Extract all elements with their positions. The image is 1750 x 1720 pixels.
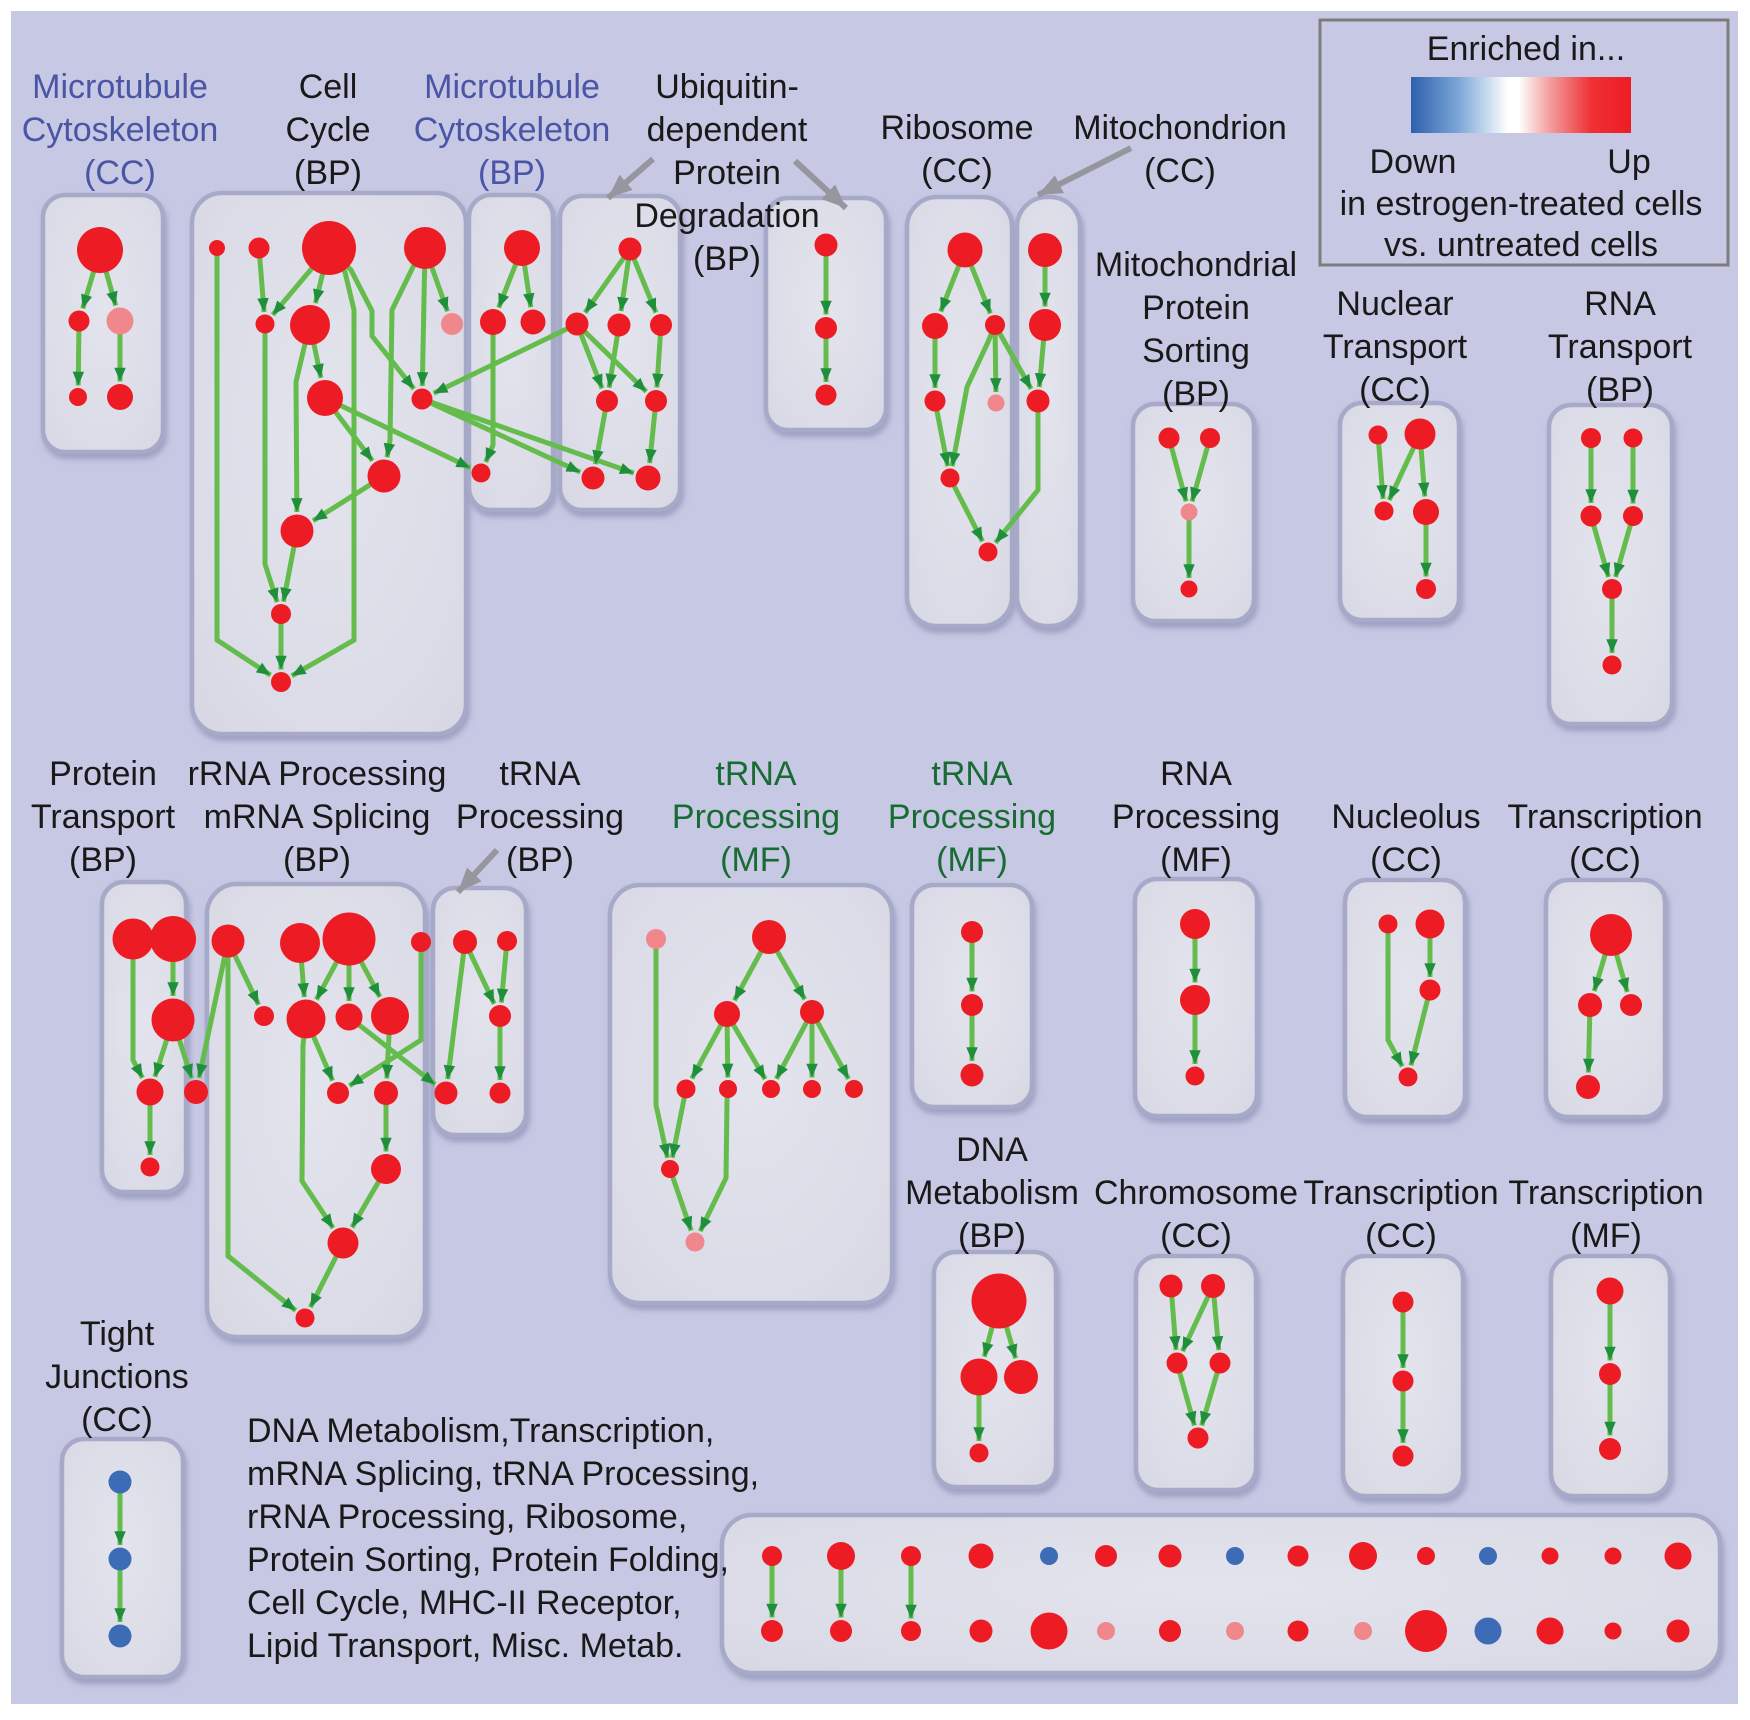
svg-text:Tight: Tight — [80, 1315, 155, 1353]
svg-text:(CC): (CC) — [1365, 1217, 1437, 1255]
svg-text:Processing: Processing — [456, 798, 624, 836]
svg-text:RNA: RNA — [1584, 285, 1656, 323]
svg-text:Metabolism: Metabolism — [905, 1174, 1079, 1212]
svg-text:(CC): (CC) — [84, 154, 156, 192]
svg-text:(CC): (CC) — [81, 1401, 153, 1439]
svg-text:Up: Up — [1607, 143, 1650, 181]
svg-text:(BP): (BP) — [283, 841, 351, 879]
svg-text:Chromosome: Chromosome — [1094, 1174, 1298, 1212]
svg-text:vs. untreated cells: vs. untreated cells — [1384, 226, 1658, 264]
svg-text:Transport: Transport — [31, 798, 176, 836]
svg-text:Processing: Processing — [888, 798, 1056, 836]
svg-text:Down: Down — [1370, 143, 1457, 181]
svg-text:rRNA Processing, Ribosome,: rRNA Processing, Ribosome, — [247, 1498, 687, 1536]
svg-text:Protein: Protein — [673, 154, 781, 192]
svg-text:(BP): (BP) — [294, 154, 362, 192]
svg-text:Protein: Protein — [49, 755, 157, 793]
svg-text:Lipid Transport, Misc. Metab.: Lipid Transport, Misc. Metab. — [247, 1627, 684, 1665]
svg-text:Protein: Protein — [1142, 289, 1250, 327]
svg-text:(BP): (BP) — [1586, 371, 1654, 409]
svg-text:(CC): (CC) — [1160, 1217, 1232, 1255]
svg-text:Cell: Cell — [299, 68, 358, 106]
svg-text:Sorting: Sorting — [1142, 332, 1250, 370]
svg-text:Cycle: Cycle — [285, 111, 370, 149]
svg-text:DNA: DNA — [956, 1131, 1028, 1169]
svg-text:Transcription: Transcription — [1303, 1174, 1498, 1212]
svg-text:Nucleolus: Nucleolus — [1331, 798, 1480, 836]
svg-text:(MF): (MF) — [936, 841, 1008, 879]
svg-text:Cytoskeleton: Cytoskeleton — [414, 111, 611, 149]
svg-text:Processing: Processing — [672, 798, 840, 836]
svg-text:(CC): (CC) — [1359, 371, 1431, 409]
svg-text:Ribosome: Ribosome — [880, 109, 1033, 147]
svg-text:Processing: Processing — [1112, 798, 1280, 836]
svg-text:(CC): (CC) — [1370, 841, 1442, 879]
svg-text:Protein Sorting, Protein Foldi: Protein Sorting, Protein Folding, — [247, 1541, 729, 1579]
svg-text:(BP): (BP) — [69, 841, 137, 879]
svg-text:Mitochondrion: Mitochondrion — [1073, 109, 1287, 147]
svg-text:(MF): (MF) — [1160, 841, 1232, 879]
svg-text:(CC): (CC) — [1144, 152, 1216, 190]
svg-text:RNA: RNA — [1160, 755, 1232, 793]
svg-text:Cytoskeleton: Cytoskeleton — [22, 111, 219, 149]
svg-text:Microtubule: Microtubule — [32, 68, 208, 106]
svg-text:(CC): (CC) — [921, 152, 993, 190]
svg-text:(MF): (MF) — [1570, 1217, 1642, 1255]
svg-text:(MF): (MF) — [720, 841, 792, 879]
svg-text:rRNA Processing: rRNA Processing — [188, 755, 447, 793]
svg-text:Transport: Transport — [1548, 328, 1693, 366]
svg-text:Enriched in...: Enriched in... — [1427, 30, 1625, 68]
svg-text:Microtubule: Microtubule — [424, 68, 600, 106]
svg-text:tRNA: tRNA — [931, 755, 1013, 793]
svg-text:(BP): (BP) — [506, 841, 574, 879]
svg-text:mRNA Splicing: mRNA Splicing — [204, 798, 431, 836]
svg-text:(BP): (BP) — [478, 154, 546, 192]
svg-text:dependent: dependent — [647, 111, 808, 149]
svg-text:Cell Cycle, MHC-II Receptor,: Cell Cycle, MHC-II Receptor, — [247, 1584, 682, 1622]
svg-text:Degradation: Degradation — [634, 197, 819, 235]
svg-text:Transcription: Transcription — [1507, 798, 1702, 836]
svg-text:tRNA: tRNA — [499, 755, 581, 793]
svg-text:(BP): (BP) — [958, 1217, 1026, 1255]
svg-text:tRNA: tRNA — [715, 755, 797, 793]
svg-text:mRNA Splicing, tRNA Processing: mRNA Splicing, tRNA Processing, — [247, 1455, 759, 1493]
svg-text:(BP): (BP) — [693, 240, 761, 278]
svg-text:in estrogen-treated cells: in estrogen-treated cells — [1340, 185, 1703, 223]
svg-text:DNA Metabolism,Transcription,: DNA Metabolism,Transcription, — [247, 1412, 714, 1450]
svg-text:Nuclear: Nuclear — [1336, 285, 1453, 323]
svg-text:(BP): (BP) — [1162, 375, 1230, 413]
svg-text:Junctions: Junctions — [45, 1358, 189, 1396]
svg-text:Mitochondrial: Mitochondrial — [1095, 246, 1297, 284]
svg-text:Transcription: Transcription — [1508, 1174, 1703, 1212]
svg-text:Ubiquitin-: Ubiquitin- — [655, 68, 799, 106]
svg-text:(CC): (CC) — [1569, 841, 1641, 879]
svg-text:Transport: Transport — [1323, 328, 1468, 366]
